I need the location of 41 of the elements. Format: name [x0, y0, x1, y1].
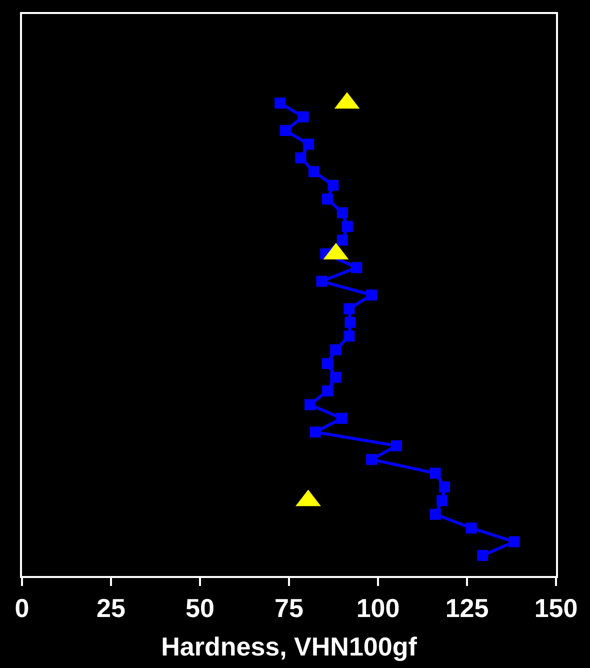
- point: [366, 454, 378, 465]
- point: [330, 372, 342, 383]
- point: [436, 495, 448, 506]
- x-tick-label: 50: [186, 593, 214, 624]
- point: [308, 166, 320, 178]
- x-tick-label: 0: [14, 593, 30, 624]
- point: [303, 138, 314, 150]
- point: [336, 234, 348, 246]
- x-tick-label: 100: [356, 593, 400, 624]
- x-axis-title: Hardness, VHN100gf: [161, 631, 418, 662]
- point: [295, 152, 306, 164]
- point: [274, 98, 286, 109]
- point: [477, 550, 488, 561]
- point: [344, 303, 355, 314]
- point: [304, 399, 316, 410]
- point: [466, 522, 477, 534]
- point: [280, 125, 291, 136]
- point: [330, 344, 342, 356]
- point: [344, 330, 355, 342]
- point: [508, 536, 520, 548]
- point: [430, 468, 441, 479]
- x-tick-label: 125: [445, 593, 489, 624]
- point: [351, 262, 362, 274]
- point: [316, 276, 328, 287]
- point: [322, 385, 333, 396]
- point: [336, 207, 348, 218]
- point: [342, 220, 353, 232]
- point: [344, 316, 356, 328]
- x-tick-label: 75: [274, 593, 304, 624]
- point: [298, 111, 309, 122]
- point: [430, 508, 441, 520]
- point: [310, 426, 321, 438]
- x-tick-label: 150: [534, 593, 578, 624]
- point: [366, 290, 378, 300]
- point: [328, 180, 339, 191]
- point: [439, 481, 450, 492]
- x-tick-label: 25: [96, 593, 126, 624]
- point: [322, 194, 333, 205]
- point: [336, 412, 348, 424]
- point: [391, 440, 402, 452]
- point: [322, 358, 333, 370]
